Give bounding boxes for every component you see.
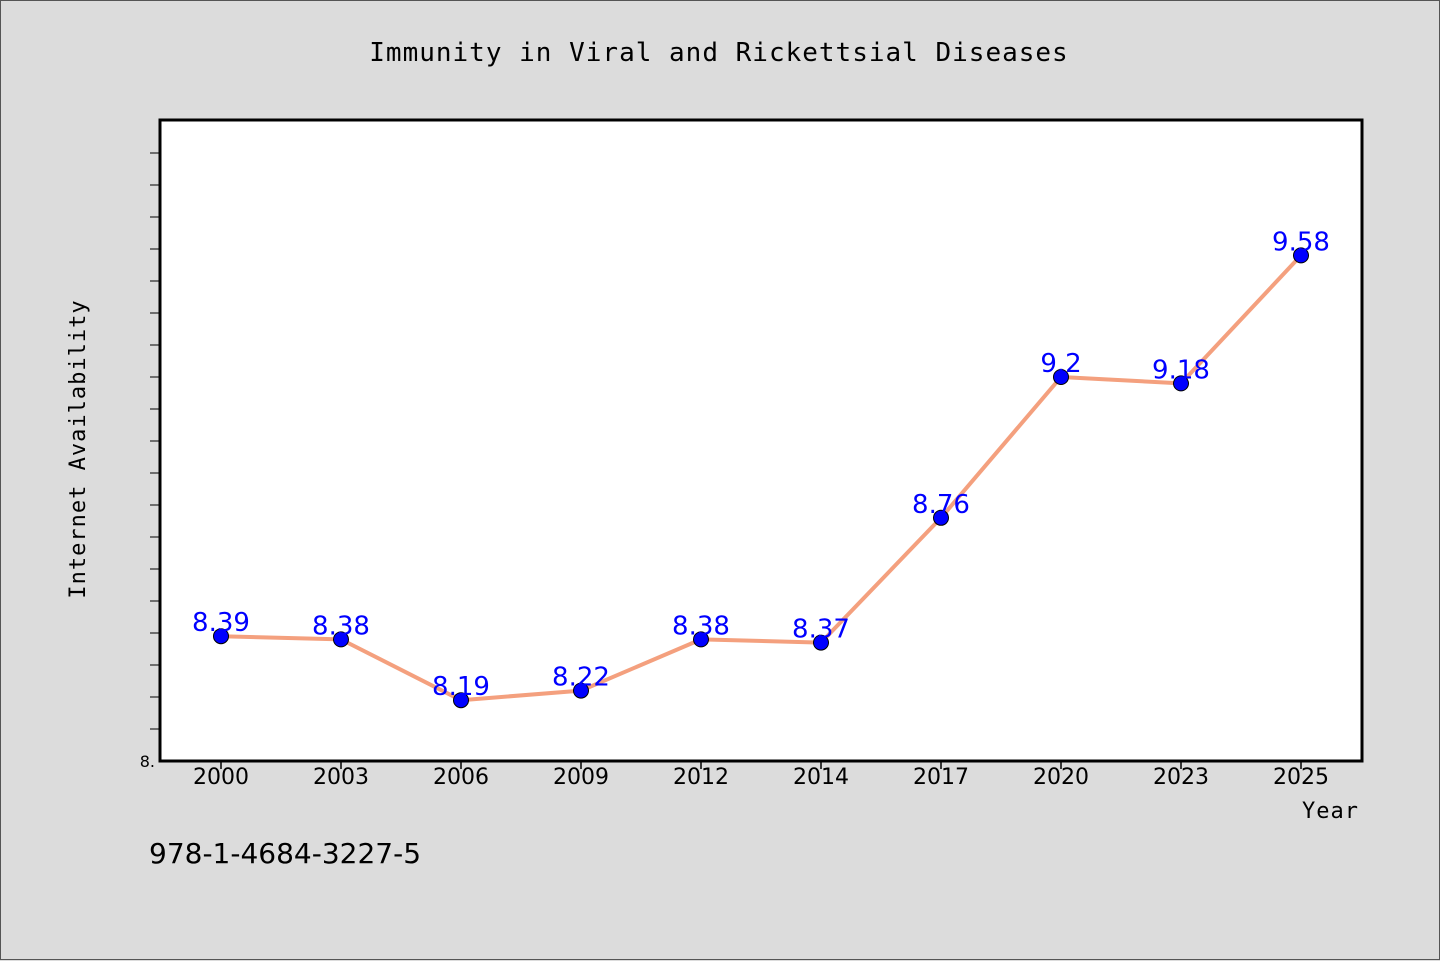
x-tick-label: 2025 [1273, 765, 1329, 790]
x-tick-label: 2012 [673, 765, 729, 790]
x-tick-label: 2003 [313, 765, 369, 790]
x-axis-label: Year [1302, 799, 1359, 824]
x-tick-label: 2006 [433, 765, 489, 790]
data-point [1173, 375, 1189, 392]
series-line [220, 254, 1303, 703]
y-tick-label: 8. [140, 752, 155, 771]
data-label: 8.38 [672, 611, 730, 641]
data-label: 9.58 [1272, 227, 1330, 257]
y-axis-ticks [150, 152, 160, 730]
data-point [693, 631, 709, 648]
data-label: 9.18 [1152, 355, 1210, 385]
data-point [1053, 369, 1069, 385]
data-label: 8.19 [432, 672, 490, 702]
data-point [933, 509, 949, 526]
data-labels: 8.39 8.38 8.19 8.22 8.38 8.37 8.76 9.2 9.18 9.58 [192, 227, 1330, 702]
series-line-path [220, 254, 1303, 703]
plot-area [158, 118, 1364, 763]
chart-title: Immunity in Viral and Rickettsial Diseas… [369, 38, 1068, 68]
x-tick-label: 2017 [913, 765, 969, 790]
data-point [573, 682, 589, 699]
data-point [333, 631, 349, 648]
y-axis-label: Internet Availability [66, 299, 91, 598]
data-point [453, 692, 469, 709]
series-markers [213, 247, 1309, 709]
x-tick-label: 2023 [1153, 765, 1209, 790]
data-label: 8.39 [192, 608, 250, 638]
x-tick-label: 2020 [1033, 765, 1089, 790]
x-tick-label: 2000 [193, 765, 249, 790]
data-point [813, 634, 829, 651]
data-label: 8.76 [912, 490, 970, 520]
data-point [213, 628, 229, 645]
x-tick-label: 2009 [553, 765, 609, 790]
data-label: 8.22 [552, 663, 610, 693]
data-point [1293, 247, 1309, 264]
data-label: 8.38 [312, 611, 370, 641]
data-label: 9.2 [1040, 349, 1081, 379]
x-tick-label: 2014 [793, 765, 849, 790]
x-axis-ticks: 2000 2003 2006 2009 2012 2014 2017 2020 2023 2025 [193, 761, 1329, 790]
isbn-footnote: 978-1-4684-3227-5 [149, 837, 421, 870]
data-label: 8.37 [792, 615, 850, 645]
